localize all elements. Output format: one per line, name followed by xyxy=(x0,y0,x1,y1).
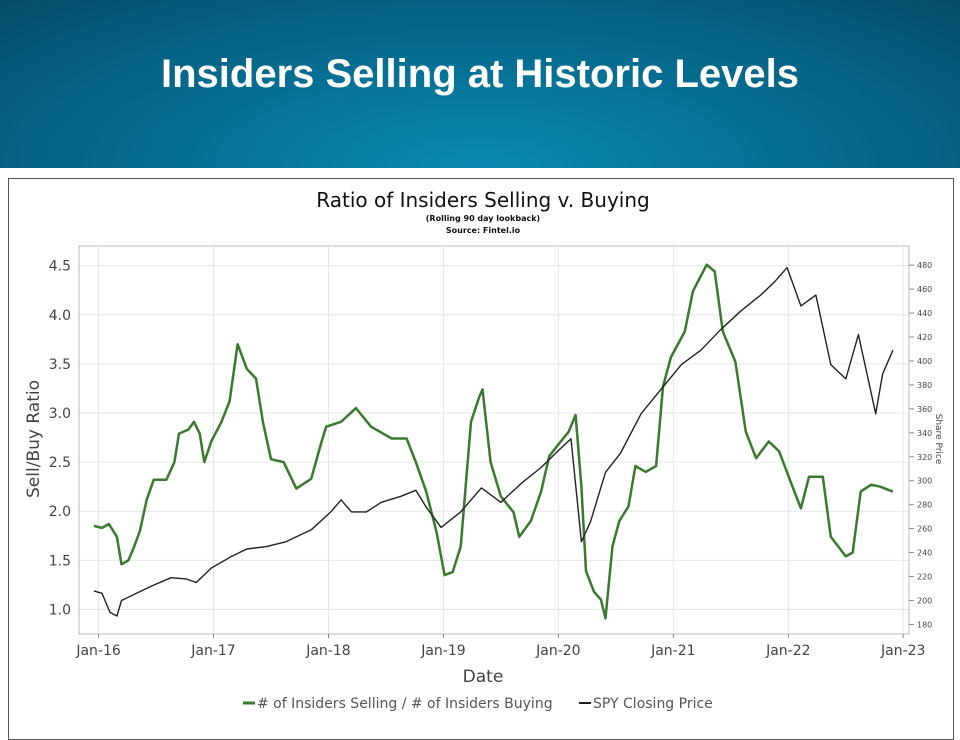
legend-label-spy: SPY Closing Price xyxy=(593,696,713,712)
series-line-spy-price xyxy=(93,266,894,617)
legend: # of Insiders Selling / # of Insiders Bu… xyxy=(243,696,713,712)
chart-subtitle: (Rolling 90 day lookback) xyxy=(426,214,540,223)
y-tick-label: 1.5 xyxy=(49,553,71,569)
y2-tick-label: 340 xyxy=(917,429,932,438)
x-tick-label: Jan-21 xyxy=(650,643,695,659)
y2-tick-label: 380 xyxy=(917,381,932,390)
x-tick-label: Jan-23 xyxy=(880,643,925,659)
x-tick-label: Jan-17 xyxy=(190,643,235,659)
x-tick-label: Jan-22 xyxy=(765,643,810,659)
chart-svg: Ratio of Insiders Selling v. Buying (Rol… xyxy=(24,188,943,712)
y2-tick-label: 240 xyxy=(917,549,932,558)
y2-tick-label: 420 xyxy=(917,333,932,342)
x-tick-label: Jan-20 xyxy=(535,643,580,659)
y-tick-label: 1.0 xyxy=(49,602,71,618)
y2-tick-label: 360 xyxy=(917,405,932,414)
y2-tick-label: 400 xyxy=(917,357,932,366)
legend-label-ratio: # of Insiders Selling / # of Insiders Bu… xyxy=(257,696,553,712)
y-axis-label: Sell/Buy Ratio xyxy=(24,380,44,498)
y-tick-label: 3.0 xyxy=(49,406,71,422)
x-tick-label: Jan-19 xyxy=(420,643,465,659)
x-axis-label: Date xyxy=(463,667,504,687)
plot-area xyxy=(78,245,910,635)
y2-tick-label: 320 xyxy=(917,453,932,462)
series-line-sell-buy-ratio xyxy=(93,263,894,620)
y2-axis-label: Share Price xyxy=(933,414,943,465)
chart-title: Ratio of Insiders Selling v. Buying xyxy=(316,188,649,212)
y2-tick-label: 200 xyxy=(917,596,932,605)
x-tick-label: Jan-16 xyxy=(75,643,121,659)
x-tick-label: Jan-18 xyxy=(305,643,350,659)
y2-tick-label: 280 xyxy=(917,501,932,510)
chart-source: Source: Fintel.io xyxy=(446,226,521,235)
y2-tick-label: 260 xyxy=(917,525,932,534)
y-tick-label: 2.5 xyxy=(49,455,71,471)
y-tick-label: 2.0 xyxy=(49,504,71,520)
y-tick-label: 3.5 xyxy=(49,357,71,373)
y2-tick-label: 180 xyxy=(917,620,932,629)
y-tick-label: 4.0 xyxy=(49,308,71,324)
y2-tick-label: 480 xyxy=(917,261,932,270)
chart-container: Ratio of Insiders Selling v. Buying (Rol… xyxy=(8,178,954,740)
y2-tick-label: 300 xyxy=(917,477,932,486)
y2-tick-label: 460 xyxy=(917,285,932,294)
y2-tick-label: 220 xyxy=(917,573,932,582)
slide-header: Insiders Selling at Historic Levels xyxy=(0,0,960,168)
y2-tick-label: 440 xyxy=(917,309,932,318)
slide-title: Insiders Selling at Historic Levels xyxy=(160,52,799,96)
y-tick-label: 4.5 xyxy=(49,259,71,275)
